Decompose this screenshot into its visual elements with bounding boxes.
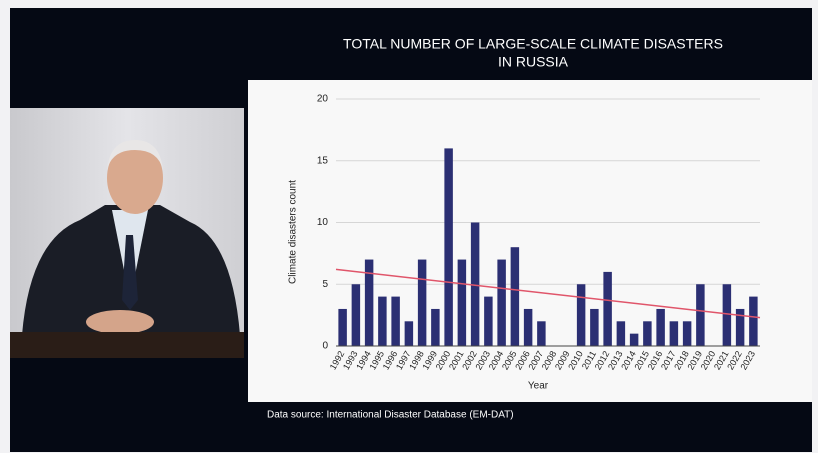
x-axis-label: Year — [528, 381, 549, 392]
y-tick-label: 5 — [322, 279, 328, 290]
bar — [656, 309, 664, 346]
bar — [338, 309, 346, 346]
screen: TOTAL NUMBER OF LARGE-SCALE CLIMATE DISA… — [0, 0, 818, 453]
chart-title: TOTAL NUMBER OF LARGE-SCALE CLIMATE DISA… — [343, 36, 723, 52]
bar — [378, 297, 386, 346]
bar — [484, 297, 492, 346]
bar — [524, 309, 532, 346]
bar — [590, 309, 598, 346]
data-source: Data source: International Disaster Data… — [267, 410, 514, 421]
bar — [405, 321, 413, 346]
bar — [643, 321, 651, 346]
bar — [497, 260, 505, 346]
bar — [511, 247, 519, 346]
bar — [431, 309, 439, 346]
bar — [696, 284, 704, 346]
bar — [444, 148, 452, 346]
chart-title: IN RUSSIA — [498, 54, 569, 70]
bar — [352, 284, 360, 346]
bar — [749, 297, 757, 346]
bar — [458, 260, 466, 346]
bar — [670, 321, 678, 346]
y-tick-label: 20 — [317, 94, 329, 105]
bar — [630, 334, 638, 346]
bar — [537, 321, 545, 346]
bar — [418, 260, 426, 346]
bar — [683, 321, 691, 346]
bar — [617, 321, 625, 346]
y-tick-label: 15 — [317, 155, 329, 166]
bar — [391, 297, 399, 346]
y-axis-label: Climate disasters count — [288, 180, 299, 284]
bar — [723, 284, 731, 346]
y-tick-label: 10 — [317, 217, 329, 228]
speaker-video — [10, 108, 244, 358]
y-tick-label: 0 — [322, 341, 328, 352]
bar — [603, 272, 611, 346]
bar — [577, 284, 585, 346]
